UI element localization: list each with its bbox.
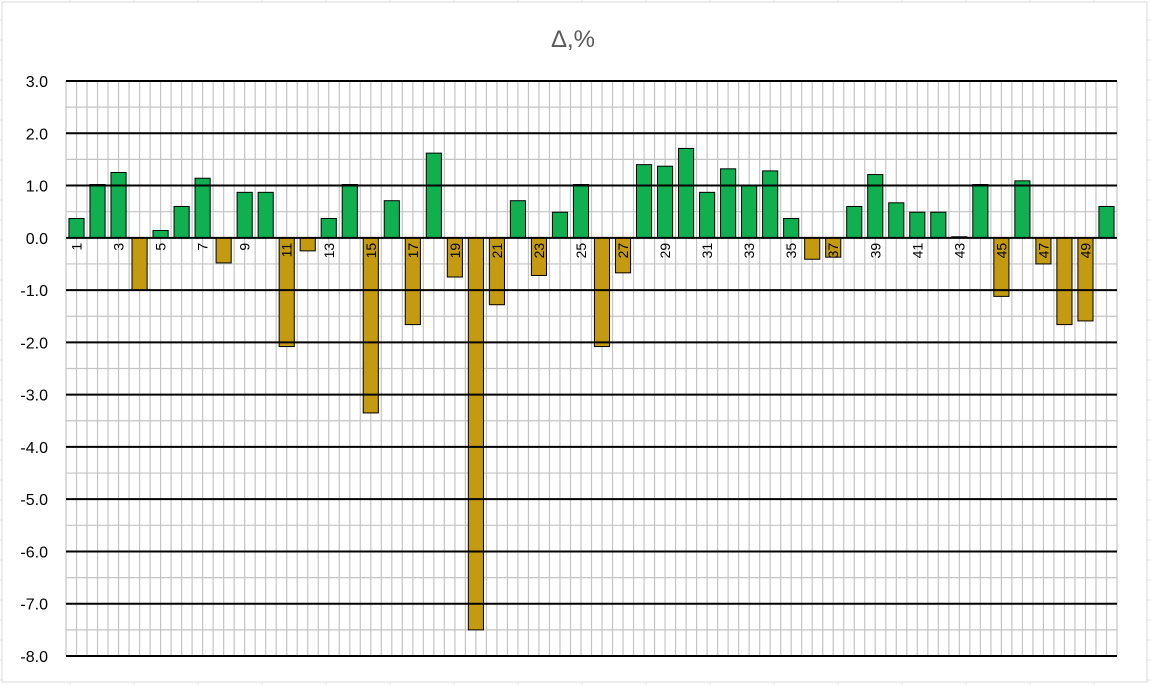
bar-41 — [909, 211, 926, 239]
bar-20 — [467, 237, 484, 631]
y-tick-label: -1.0 — [20, 283, 48, 300]
bar-24 — [551, 211, 569, 239]
bar-36 — [804, 237, 821, 260]
bar-1 — [68, 217, 85, 239]
x-tick-label: 47 — [1035, 243, 1051, 259]
bar-22 — [509, 200, 526, 239]
bar-16 — [383, 200, 400, 239]
x-tick-label: 29 — [657, 243, 673, 259]
bar-10 — [257, 191, 274, 239]
bar-46 — [1014, 180, 1031, 239]
bar-39 — [867, 174, 884, 239]
bar-9 — [236, 191, 253, 239]
bar-25 — [572, 184, 590, 239]
y-tick-label: -7.0 — [20, 597, 48, 614]
x-tick-label: 3 — [111, 243, 127, 251]
bar-33 — [741, 185, 758, 239]
x-tick-label: 23 — [531, 243, 547, 259]
x-tick-label: 21 — [489, 243, 505, 259]
x-tick-label: 45 — [993, 243, 1009, 259]
x-axis-tick-labels: 1 3 5 7 9 11 13 15 17 19 21 23 25 27 29 31 33 35 37 39 41 43 4… — [69, 243, 1094, 259]
x-tick-label: 9 — [237, 243, 253, 251]
y-tick-label: 3.0 — [26, 74, 48, 91]
y-tick-label: 2.0 — [26, 126, 48, 143]
bar-6 — [173, 205, 190, 239]
x-tick-label: 49 — [1077, 243, 1093, 259]
x-tick-label: 7 — [195, 243, 211, 251]
bar-18 — [425, 152, 442, 239]
x-tick-label: 5 — [153, 243, 169, 251]
x-tick-label: 11 — [279, 243, 295, 258]
y-tick-label: 0.0 — [26, 231, 48, 248]
x-tick-label: 37 — [825, 243, 841, 259]
bar-14 — [341, 184, 358, 239]
x-tick-label: 35 — [783, 243, 799, 259]
bar-8 — [215, 237, 232, 264]
bar-2 — [89, 184, 106, 239]
bar-42 — [930, 211, 947, 239]
x-tick-label: 31 — [699, 243, 715, 259]
x-tick-label: 27 — [615, 243, 631, 259]
x-tick-label: 25 — [573, 243, 589, 259]
y-tick-label: 1.0 — [26, 179, 48, 196]
bar-26 — [593, 237, 611, 348]
x-tick-label: 19 — [447, 243, 463, 259]
x-tick-label: 33 — [741, 243, 757, 259]
bar-28 — [635, 164, 653, 239]
bar-31 — [699, 191, 716, 239]
bar-4 — [131, 237, 148, 291]
bar-13 — [320, 217, 337, 239]
bar-40 — [888, 202, 905, 239]
bar-38 — [846, 205, 863, 239]
bar-48 — [1056, 237, 1073, 326]
bar-34 — [762, 170, 779, 239]
bar-3 — [110, 171, 127, 239]
y-tick-label: -5.0 — [20, 492, 48, 509]
bar-30 — [678, 147, 695, 239]
x-tick-label: 43 — [951, 243, 967, 259]
y-tick-label: -3.0 — [20, 388, 48, 405]
bar-50 — [1098, 205, 1115, 239]
bar-44 — [972, 184, 989, 239]
bar-12 — [299, 237, 316, 252]
bar-5 — [152, 230, 169, 239]
y-tick-label: -6.0 — [20, 544, 48, 561]
bar-32 — [720, 168, 737, 239]
bar-35 — [783, 217, 800, 239]
bar-7 — [194, 177, 211, 239]
chart-title: Δ,% — [551, 26, 595, 53]
x-tick-label: 17 — [405, 243, 421, 259]
bar-15 — [362, 237, 379, 414]
x-tick-label: 15 — [363, 243, 379, 259]
y-axis-tick-labels: 3.0 2.0 1.0 0.0 -1.0 -2.0 -3.0 -4.0 -5.0 -6.0 -7.0… — [20, 74, 48, 666]
y-tick-label: -2.0 — [20, 335, 48, 352]
x-tick-label: 41 — [909, 243, 925, 259]
y-tick-label: -8.0 — [20, 649, 48, 666]
x-tick-label: 13 — [321, 243, 337, 259]
bar-29 — [657, 165, 674, 239]
y-tick-label: -4.0 — [20, 440, 48, 457]
x-tick-label: 39 — [867, 243, 883, 259]
x-tick-label: 1 — [69, 243, 85, 251]
